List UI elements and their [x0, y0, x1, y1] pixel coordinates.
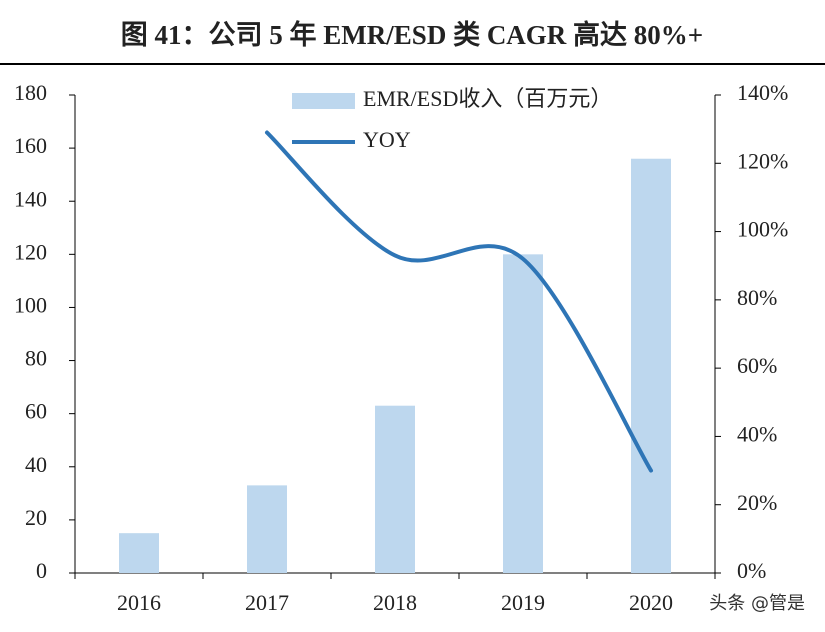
- y-tick-label: 40: [25, 452, 47, 477]
- y-tick-label: 160: [14, 133, 47, 158]
- y-tick-label: 60: [25, 399, 47, 424]
- x-tick-label: 2019: [501, 590, 545, 615]
- y-tick-label: 80: [25, 346, 47, 371]
- x-tick-label: 2016: [117, 590, 161, 615]
- y2-tick-label: 60%: [737, 353, 777, 378]
- bar: [631, 158, 671, 573]
- y2-tick-label: 80%: [737, 285, 777, 310]
- y-tick-label: 120: [14, 239, 47, 264]
- y2-tick-label: 100%: [737, 217, 788, 242]
- x-tick-label: 2018: [373, 590, 417, 615]
- watermark: 头条 @管是: [709, 593, 805, 614]
- y-tick-label: 20: [25, 505, 47, 530]
- y2-tick-label: 140%: [737, 80, 788, 105]
- chart-title: 图 41：公司 5 年 EMR/ESD 类 CAGR 高达 80%+: [121, 19, 703, 50]
- y-tick-label: 0: [36, 558, 47, 583]
- bar: [503, 254, 543, 574]
- bar: [119, 533, 159, 573]
- y2-tick-label: 20%: [737, 490, 777, 515]
- x-tick-label: 2017: [245, 590, 289, 615]
- y-tick-label: 180: [14, 80, 47, 105]
- y-tick-label: 100: [14, 292, 47, 317]
- legend-label: YOY: [363, 127, 411, 152]
- x-tick-label: 2020: [629, 590, 673, 615]
- y2-tick-label: 120%: [737, 148, 788, 173]
- y2-tick-label: 0%: [737, 558, 766, 583]
- line: [265, 130, 653, 473]
- legend-swatch: [292, 93, 355, 109]
- bar: [375, 405, 415, 573]
- bar: [247, 485, 287, 573]
- y-tick-label: 140: [14, 186, 47, 211]
- legend-label: EMR/ESD收入（百万元）: [363, 86, 612, 111]
- y2-tick-label: 40%: [737, 421, 777, 446]
